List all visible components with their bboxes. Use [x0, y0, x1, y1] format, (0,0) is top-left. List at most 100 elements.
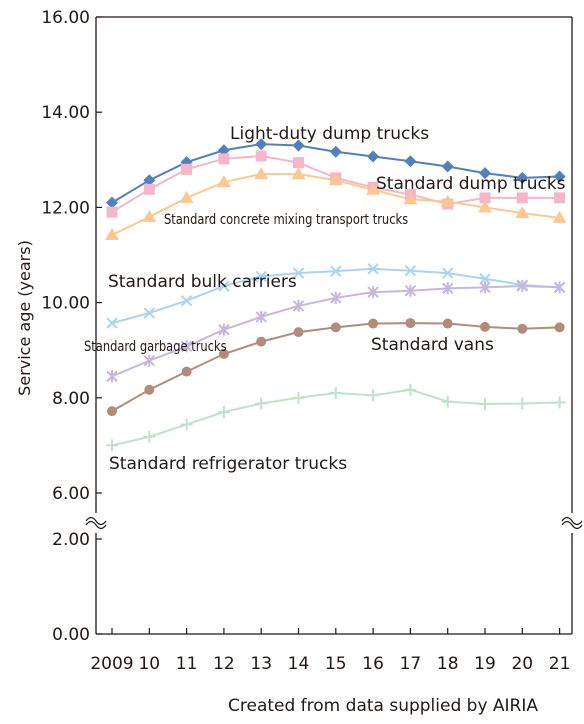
- point-standard-vans: [368, 318, 379, 329]
- point-standard-vans: [256, 336, 267, 347]
- point-standard-concrete-mixing-transport-trucks: [403, 192, 418, 205]
- point-standard-refrigerator-trucks: [255, 397, 268, 410]
- point-standard-concrete-mixing-transport-trucks: [216, 175, 231, 188]
- y-tick-label: 10.00: [41, 294, 90, 314]
- point-standard-garbage-trucks: [479, 281, 491, 294]
- axis-break-right-top: [561, 516, 583, 526]
- point-standard-dump-trucks: [554, 192, 566, 204]
- x-tick-label: 21: [549, 654, 571, 674]
- point-standard-refrigerator-trucks: [217, 406, 230, 419]
- point-standard-concrete-mixing-transport-trucks: [328, 173, 343, 186]
- point-standard-garbage-trucks: [106, 370, 118, 383]
- y-tick-label: 8.00: [52, 389, 90, 409]
- axis-break-marks: [85, 516, 583, 530]
- x-tick-label: 13: [250, 654, 272, 674]
- x-tick-label: 11: [176, 654, 198, 674]
- x-tick-label: 12: [213, 654, 235, 674]
- point-standard-dump-trucks: [218, 153, 230, 165]
- point-light-duty-dump-trucks: [404, 155, 417, 168]
- point-standard-garbage-trucks: [553, 281, 566, 294]
- point-standard-vans: [181, 366, 192, 377]
- series-label-standard-dump-trucks: Standard dump trucks: [376, 174, 566, 194]
- point-standard-bulk-carriers: [441, 267, 454, 279]
- point-standard-refrigerator-trucks: [329, 387, 342, 400]
- point-standard-garbage-trucks: [180, 340, 193, 353]
- plot-frame: [95, 16, 573, 635]
- point-standard-concrete-mixing-transport-trucks: [291, 167, 306, 180]
- x-tick-labels: 2009 10 11 12 13 14 15 16 17 18 19 20 21: [90, 628, 570, 674]
- point-standard-garbage-trucks: [441, 282, 454, 295]
- x-tick-label: 2009: [90, 654, 133, 674]
- point-standard-garbage-trucks: [255, 310, 267, 323]
- point-standard-vans: [293, 327, 304, 338]
- point-light-duty-dump-trucks: [479, 167, 491, 180]
- point-standard-refrigerator-trucks: [292, 391, 305, 404]
- source-note: Created from data supplied by AIRIA: [228, 696, 539, 716]
- point-standard-dump-trucks: [293, 157, 304, 169]
- point-standard-refrigerator-trucks: [441, 395, 454, 408]
- point-standard-concrete-mixing-transport-trucks: [440, 194, 455, 207]
- y-tick-label: 14.00: [41, 103, 90, 123]
- x-tick-label: 19: [474, 654, 496, 674]
- axis-break-right-bottom: [561, 520, 583, 530]
- point-standard-dump-trucks: [181, 163, 193, 175]
- point-standard-dump-trucks: [106, 206, 118, 218]
- point-standard-vans: [405, 318, 416, 329]
- point-light-duty-dump-trucks: [143, 174, 156, 187]
- x-tick-label: 14: [288, 654, 310, 674]
- point-standard-dump-trucks: [516, 192, 528, 204]
- point-light-duty-dump-trucks: [367, 150, 380, 163]
- point-standard-refrigerator-trucks: [143, 430, 156, 443]
- y-tick-label: 16.00: [41, 8, 90, 28]
- point-standard-concrete-mixing-transport-trucks: [254, 167, 269, 180]
- x-tick-label: 16: [362, 654, 384, 674]
- point-standard-concrete-mixing-transport-trucks: [142, 209, 157, 222]
- point-standard-refrigerator-trucks: [479, 397, 491, 410]
- point-standard-dump-trucks: [143, 183, 155, 195]
- point-standard-refrigerator-trucks: [553, 396, 566, 409]
- point-standard-concrete-mixing-transport-trucks: [478, 200, 492, 213]
- series-label-standard-garbage-trucks: Standard garbage trucks: [84, 339, 227, 355]
- point-light-duty-dump-trucks: [441, 160, 454, 173]
- point-standard-garbage-trucks: [404, 284, 417, 297]
- point-light-duty-dump-trucks: [255, 138, 268, 151]
- point-light-duty-dump-trucks: [329, 145, 342, 158]
- x-tick-label: 15: [325, 654, 347, 674]
- point-light-duty-dump-trucks: [516, 171, 529, 184]
- series-label-light-duty-dump-trucks: Light-duty dump trucks: [230, 124, 429, 144]
- series-label-standard-refrigerator-trucks: Standard refrigerator trucks: [109, 454, 347, 474]
- series-label-standard-vans: Standard vans: [371, 335, 494, 355]
- point-standard-refrigerator-trucks: [367, 389, 380, 402]
- point-standard-bulk-carriers: [143, 307, 156, 319]
- point-standard-vans: [442, 318, 453, 329]
- x-tick-label: 18: [437, 654, 459, 674]
- point-standard-vans: [517, 323, 528, 334]
- point-standard-bulk-carriers: [255, 270, 267, 283]
- point-light-duty-dump-trucks: [553, 170, 566, 183]
- point-standard-vans: [218, 349, 229, 360]
- point-standard-bulk-carriers: [479, 273, 491, 285]
- point-standard-concrete-mixing-transport-trucks: [105, 228, 119, 241]
- point-standard-refrigerator-trucks: [106, 439, 118, 452]
- point-standard-refrigerator-trucks: [404, 383, 417, 396]
- point-standard-garbage-trucks: [218, 323, 230, 336]
- point-standard-bulk-carriers: [330, 265, 342, 277]
- point-standard-vans: [107, 406, 117, 417]
- x-tick-label: 17: [400, 654, 422, 674]
- point-standard-vans: [480, 321, 490, 332]
- point-standard-bulk-carriers: [404, 265, 417, 277]
- point-standard-garbage-trucks: [367, 286, 379, 299]
- y-tick-label: 2.00: [52, 530, 90, 550]
- point-standard-garbage-trucks: [292, 299, 305, 312]
- y-tick-label: 0.00: [52, 625, 90, 645]
- series-label-standard-concrete-mixing-transport-trucks: Standard concrete mixing transport truck…: [164, 212, 408, 228]
- point-light-duty-dump-trucks: [106, 196, 118, 209]
- point-standard-dump-trucks: [255, 150, 267, 162]
- point-standard-vans: [554, 322, 565, 333]
- y-axis-title-group: Service age (years): [15, 240, 34, 396]
- point-standard-vans: [330, 322, 341, 333]
- point-standard-garbage-trucks: [143, 354, 156, 367]
- point-light-duty-dump-trucks: [217, 144, 230, 157]
- point-standard-vans: [144, 384, 155, 395]
